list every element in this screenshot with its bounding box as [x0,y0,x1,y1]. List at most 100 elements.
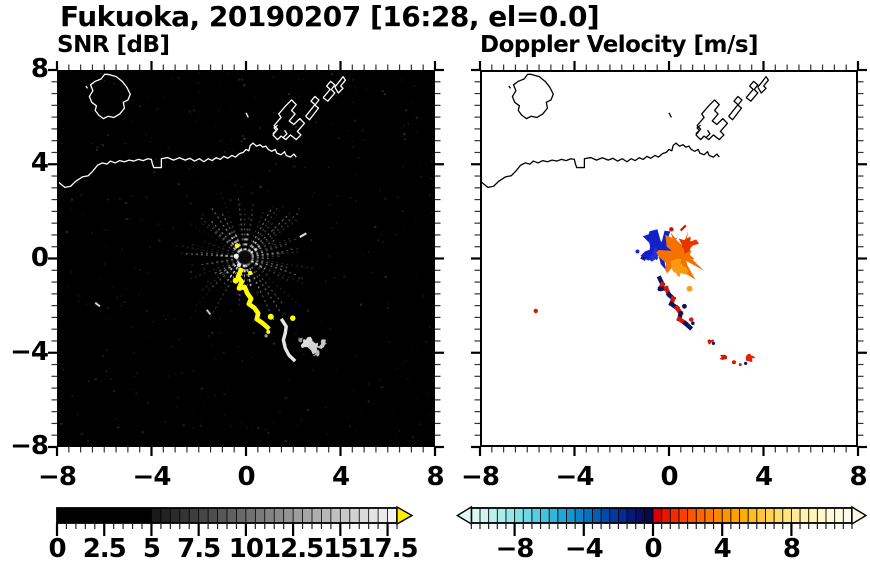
echo-streak [682,320,694,331]
noise-speckle [251,192,254,195]
noise-speckle [339,116,342,119]
noise-speckle [430,211,433,214]
clutter-spoke [220,211,243,252]
snr-colorbar-segment [236,507,247,524]
noise-speckle [278,252,281,255]
clutter-spoke [251,249,292,257]
noise-speckle [422,294,425,298]
noise-speckle [419,285,421,287]
noise-speckle [198,231,200,233]
noise-speckle [183,160,187,163]
doppler-colorbar-segment [600,507,611,524]
noise-speckle [312,191,315,195]
noise-speckle [361,410,363,412]
noise-speckle [380,361,383,364]
noise-speckle [157,223,159,226]
noise-speckle [229,309,233,313]
echo-dot [669,227,674,232]
noise-speckle [101,143,104,147]
noise-speckle [59,422,63,426]
noise-speckle [70,208,72,210]
echo-dash [299,232,307,239]
snr-colorbar-segment [245,507,257,524]
noise-speckle [115,296,119,299]
clutter-spoke [251,237,298,256]
noise-speckle [361,253,364,256]
noise-speckle [343,275,346,278]
snr-colorbar-segment [358,507,370,524]
noise-speckle [411,435,415,439]
x-tick-label: 8 [426,462,444,492]
noise-speckle [306,408,310,412]
noise-speckle [416,97,418,99]
noise-speckle [291,207,294,209]
noise-speckle [206,395,210,399]
noise-speckle [286,120,288,122]
clutter-spoke [201,258,238,266]
noise-speckle [138,293,141,296]
noise-speckle [98,276,101,279]
noise-speckle [386,306,389,309]
noise-speckle [272,342,276,345]
doppler-colorbar-label: 8 [782,534,801,564]
coastline [282,129,288,138]
clutter-spoke [244,234,247,251]
noise-speckle [139,269,141,271]
clutter-spoke [198,215,240,253]
noise-speckle [413,317,415,319]
radar-center [237,249,253,265]
noise-speckle [372,402,375,404]
noise-speckle [129,218,131,221]
noise-speckle [400,78,404,82]
clutter-spoke [248,226,269,253]
noise-speckle [303,165,307,169]
noise-speckle [352,78,355,81]
noise-speckle [175,245,178,248]
y-tick-label: 0 [30,242,49,273]
noise-speckle [176,397,179,400]
clutter-spoke [247,207,273,252]
noise-speckle [72,261,75,263]
clutter-spoke [210,261,241,289]
snr-colorbar-segment [387,507,398,524]
noise-speckle [188,110,192,113]
noise-speckle [200,420,202,422]
noise-speckle [415,130,419,134]
noise-speckle [182,423,186,427]
noise-speckle [79,193,83,197]
doppler-colorbar-segment [540,507,551,524]
noise-speckle [187,167,191,170]
noise-speckle [103,79,106,82]
noise-speckle [271,422,274,426]
doppler-colorbar-segment [643,507,654,524]
noise-speckle [356,88,358,90]
doppler-colorbar-segment [773,507,784,524]
noise-speckle [234,184,237,187]
noise-speckle [272,228,276,231]
noise-speckle [119,77,122,81]
clutter-spoke [251,255,281,258]
x-tick-label: 0 [660,462,678,492]
coastline [705,129,711,138]
noise-speckle [384,275,388,279]
noise-speckle [354,354,358,358]
clutter-spoke [247,206,273,252]
noise-speckle [300,276,304,280]
noise-speckle [71,394,74,398]
doppler-colorbar-segment [790,507,801,524]
snr-colorbar-segment [66,508,77,523]
noise-speckle [345,260,347,262]
clutter-spoke [178,244,239,257]
noise-speckle [415,398,418,400]
noise-speckle [275,163,277,165]
noise-speckle [106,198,110,201]
doppler-colorbar-label: −8 [495,534,535,564]
snr-colorbar-segment [226,507,238,524]
snr-colorbar-label: 12.5 [263,534,324,564]
noise-speckle [298,96,301,99]
noise-speckle [133,300,135,303]
noise-speckle [106,306,110,309]
coastline [728,95,743,121]
doppler-colorbar-segment [669,507,680,524]
noise-speckle [90,142,93,145]
